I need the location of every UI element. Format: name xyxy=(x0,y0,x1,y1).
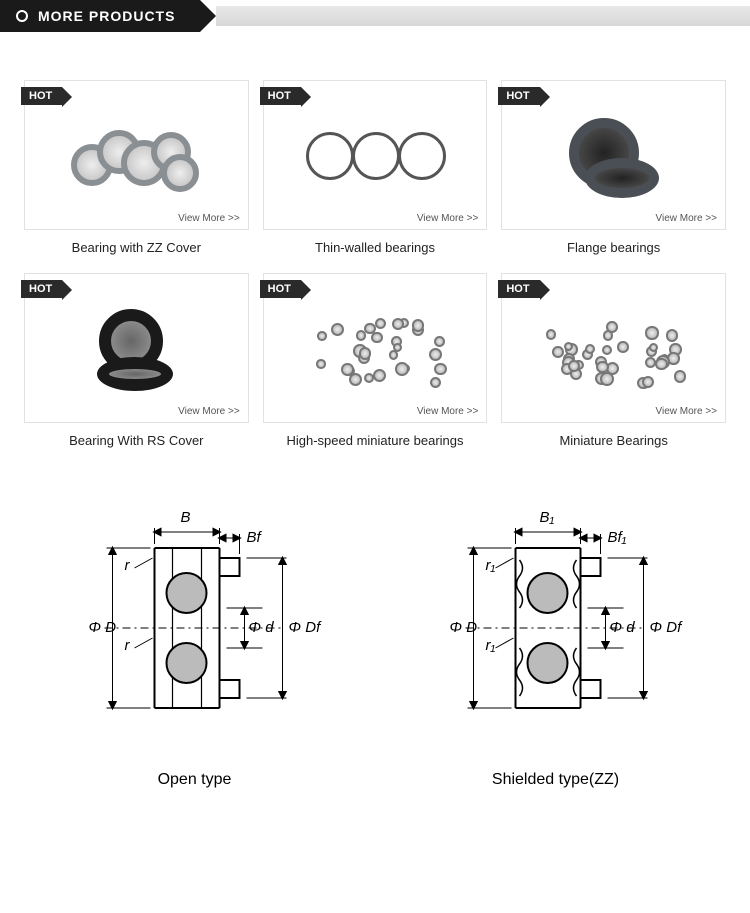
hot-badge: HOT xyxy=(260,87,301,105)
view-more-link[interactable]: View More >> xyxy=(417,406,479,417)
section-header-tab: MORE PRODUCTS xyxy=(0,0,200,32)
product-caption: Bearing With RS Cover xyxy=(24,433,249,448)
product-caption: Thin-walled bearings xyxy=(263,240,488,255)
diagram-svg: B Bf r r Φ D Φ d Φ Df xyxy=(24,498,365,758)
product-image xyxy=(295,303,455,393)
product-card: HOT View More >> Flange bearings xyxy=(501,80,726,255)
diagram-caption: Open type xyxy=(24,771,365,789)
product-caption: Miniature Bearings xyxy=(501,433,726,448)
diagram-row: B Bf r r Φ D Φ d Φ Df Open type xyxy=(0,468,750,809)
svg-text:Bf₁: Bf₁ xyxy=(608,529,627,546)
diagram-shielded: B₁ Bf₁ r₁ r₁ Φ D Φ d Φ Df Shielded type(… xyxy=(385,498,726,789)
svg-text:r₁: r₁ xyxy=(486,637,496,654)
diagram-open: B Bf r r Φ D Φ d Φ Df Open type xyxy=(24,498,365,789)
svg-text:r₁: r₁ xyxy=(486,557,496,574)
svg-text:B: B xyxy=(181,509,191,526)
svg-text:Φ D: Φ D xyxy=(450,619,478,636)
svg-text:r: r xyxy=(125,557,131,574)
header-stripe xyxy=(216,6,750,26)
product-caption: Bearing with ZZ Cover xyxy=(24,240,249,255)
product-thumb[interactable]: HOT View More >> xyxy=(501,80,726,230)
bullet-icon xyxy=(16,10,28,22)
diagram-caption: Shielded type(ZZ) xyxy=(385,771,726,789)
svg-text:B₁: B₁ xyxy=(540,509,555,526)
product-image xyxy=(534,303,694,393)
hot-badge: HOT xyxy=(21,280,62,298)
diagram-svg: B₁ Bf₁ r₁ r₁ Φ D Φ d Φ Df xyxy=(385,498,726,758)
hot-badge: HOT xyxy=(260,280,301,298)
product-card: HOT View More >> Thin-walled bearings xyxy=(263,80,488,255)
svg-text:r: r xyxy=(125,637,131,654)
product-card: HOT View More >> Miniature Bearings xyxy=(501,273,726,448)
svg-text:Φ d: Φ d xyxy=(249,619,275,636)
view-more-link[interactable]: View More >> xyxy=(655,213,717,224)
view-more-link[interactable]: View More >> xyxy=(178,213,240,224)
product-caption: High-speed miniature bearings xyxy=(263,433,488,448)
product-caption: Flange bearings xyxy=(501,240,726,255)
product-image xyxy=(61,110,211,200)
product-image xyxy=(539,110,689,200)
product-image xyxy=(300,110,450,200)
hot-badge: HOT xyxy=(498,280,539,298)
view-more-link[interactable]: View More >> xyxy=(178,406,240,417)
svg-text:Φ D: Φ D xyxy=(89,619,117,636)
view-more-link[interactable]: View More >> xyxy=(417,213,479,224)
svg-text:Bf: Bf xyxy=(247,529,263,546)
product-thumb[interactable]: HOT View More >> xyxy=(263,273,488,423)
product-card: HOT View More >> Bearing with ZZ Cover xyxy=(24,80,249,255)
section-title: MORE PRODUCTS xyxy=(38,8,175,24)
section-header: MORE PRODUCTS xyxy=(0,0,750,32)
product-thumb[interactable]: HOT View More >> xyxy=(24,273,249,423)
product-thumb[interactable]: HOT View More >> xyxy=(24,80,249,230)
svg-text:Φ d: Φ d xyxy=(610,619,636,636)
view-more-link[interactable]: View More >> xyxy=(655,406,717,417)
svg-text:Φ Df: Φ Df xyxy=(289,619,323,636)
product-image xyxy=(61,303,211,393)
product-card: HOT View More >> Bearing With RS Cover xyxy=(24,273,249,448)
hot-badge: HOT xyxy=(498,87,539,105)
svg-text:Φ Df: Φ Df xyxy=(650,619,684,636)
product-thumb[interactable]: HOT View More >> xyxy=(501,273,726,423)
hot-badge: HOT xyxy=(21,87,62,105)
product-grid: HOT View More >> Bearing with ZZ Cover H… xyxy=(0,32,750,468)
product-card: HOT View More >> High-speed miniature be… xyxy=(263,273,488,448)
product-thumb[interactable]: HOT View More >> xyxy=(263,80,488,230)
